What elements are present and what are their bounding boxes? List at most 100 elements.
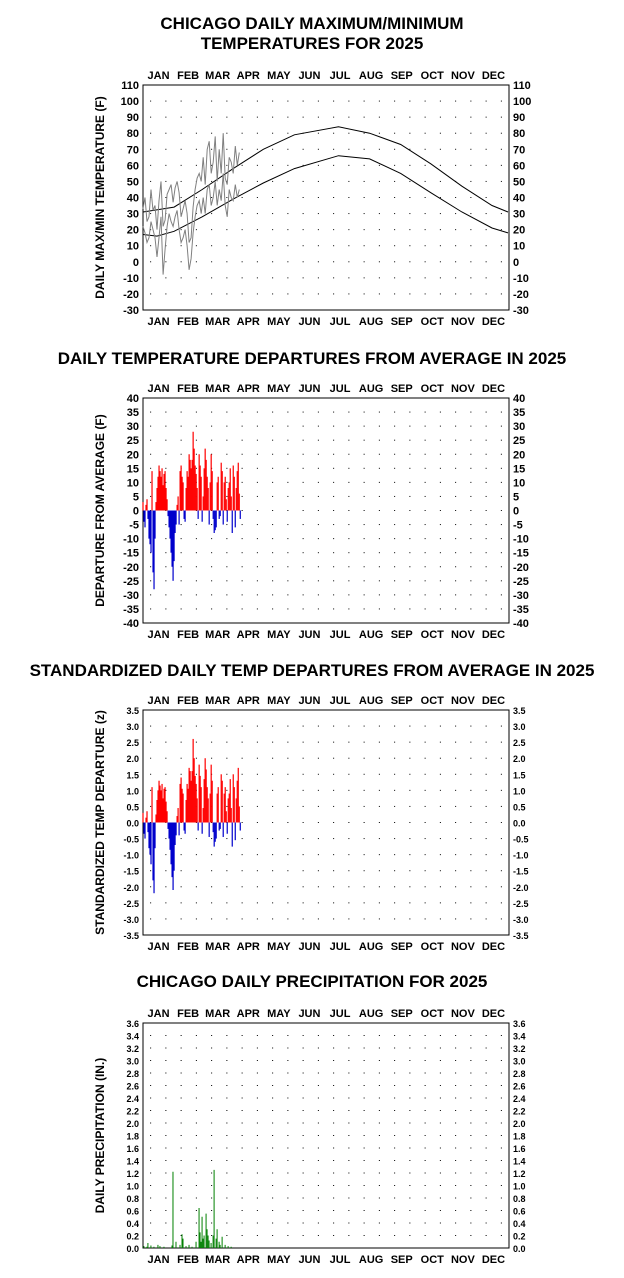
grid-dot	[409, 1085, 411, 1086]
grid-dot	[424, 1185, 426, 1186]
grid-dot	[363, 538, 365, 540]
month-label-top: MAY	[267, 383, 291, 395]
y-tick-label-right: -15	[513, 548, 529, 560]
grid-dot	[439, 725, 441, 727]
grid-dot	[333, 197, 335, 198]
departure-bar	[216, 793, 218, 823]
departure-bar	[178, 510, 180, 525]
departure-bar	[195, 783, 197, 823]
departure-bar	[147, 510, 149, 519]
grid-dot	[500, 1172, 502, 1174]
grid-dot	[394, 510, 396, 511]
grid-dot	[409, 1172, 411, 1174]
precipitation-chart: JANJANFEBFEBMARMARAPRAPRMAYMAYJUNJUNJULJ…	[93, 1008, 526, 1266]
grid-dot	[256, 213, 258, 215]
precip-bar	[195, 1241, 197, 1248]
grid-dot	[287, 467, 289, 469]
grid-dot	[455, 918, 457, 920]
grid-dot	[439, 552, 441, 554]
grid-dot	[485, 439, 487, 441]
grid-dot	[409, 580, 411, 582]
y-tick-label-left: -10	[123, 273, 139, 285]
grid-dot	[180, 1072, 182, 1074]
grid-dot	[317, 822, 319, 823]
grid-dot	[226, 1222, 228, 1224]
grid-dot	[378, 870, 380, 872]
grid-dot	[287, 425, 289, 427]
departure-bar	[226, 510, 228, 522]
grid-dot	[439, 1072, 441, 1074]
grid-dot	[226, 1060, 228, 1061]
grid-dot	[150, 293, 152, 295]
grid-dot	[272, 838, 274, 840]
month-label-top: JUL	[330, 383, 351, 395]
grid-dot	[211, 918, 213, 920]
departure-bar	[160, 790, 162, 823]
grid-dot	[394, 467, 396, 469]
grid-dot	[165, 1110, 167, 1111]
y-tick-label-right: 20	[513, 449, 525, 461]
grid-dot	[500, 261, 502, 263]
departure-bar	[203, 779, 205, 823]
grid-dot	[195, 552, 197, 554]
y-tick-label-right: -2.5	[513, 899, 529, 909]
grid-dot	[485, 1197, 487, 1199]
grid-dot	[195, 580, 197, 582]
departure-bar	[232, 774, 234, 823]
grid-dot	[424, 538, 426, 540]
grid-dot	[211, 757, 213, 759]
grid-dot	[348, 918, 350, 920]
grid-dot	[256, 870, 258, 872]
grid-dot	[348, 1147, 350, 1149]
grid-dot	[272, 805, 274, 807]
grid-dot	[241, 411, 243, 413]
grid-dot	[363, 439, 365, 441]
departure-bar	[230, 808, 232, 823]
month-label-top: MAY	[267, 1008, 291, 1020]
grid-dot	[165, 197, 167, 198]
grid-dot	[409, 1197, 411, 1199]
grid-dot	[378, 100, 380, 102]
grid-dot	[348, 1160, 350, 1161]
grid-dot	[180, 293, 182, 295]
grid-dot	[165, 148, 167, 150]
observed-low-line	[142, 173, 240, 275]
y-tick-label-right: -2.0	[513, 883, 529, 893]
grid-dot	[226, 854, 228, 856]
grid-dot	[348, 1047, 350, 1049]
grid-dot	[470, 132, 472, 134]
grid-dot	[470, 838, 472, 840]
chart1-title-line2: TEMPERATURES FOR 2025	[200, 34, 424, 53]
grid-dot	[241, 594, 243, 596]
grid-dot	[287, 100, 289, 102]
grid-dot	[500, 293, 502, 295]
grid-dot	[500, 838, 502, 840]
grid-dot	[287, 164, 289, 166]
grid-dot	[363, 1197, 365, 1199]
departure-bar	[186, 783, 188, 823]
grid-dot	[333, 1197, 335, 1199]
y-tick-label-right: 35	[513, 407, 525, 419]
grid-dot	[378, 838, 380, 840]
grid-dot	[226, 1210, 228, 1211]
y-tick-label-left: -40	[123, 618, 139, 630]
grid-dot	[302, 411, 304, 413]
grid-dot	[272, 1122, 274, 1124]
grid-dot	[500, 245, 502, 247]
grid-dot	[363, 1160, 365, 1161]
grid-dot	[409, 197, 411, 198]
grid-dot	[409, 789, 411, 791]
grid-dot	[348, 1085, 350, 1086]
grid-dot	[455, 838, 457, 840]
grid-dot	[317, 789, 319, 791]
grid-dot	[439, 481, 441, 483]
grid-dot	[317, 1047, 319, 1049]
grid-dot	[424, 1110, 426, 1111]
departure-bar	[176, 504, 178, 511]
grid-dot	[363, 411, 365, 413]
grid-dot	[272, 261, 274, 263]
grid-dot	[317, 1147, 319, 1149]
grid-dot	[348, 741, 350, 743]
grid-dot	[455, 453, 457, 455]
grid-dot	[500, 524, 502, 526]
